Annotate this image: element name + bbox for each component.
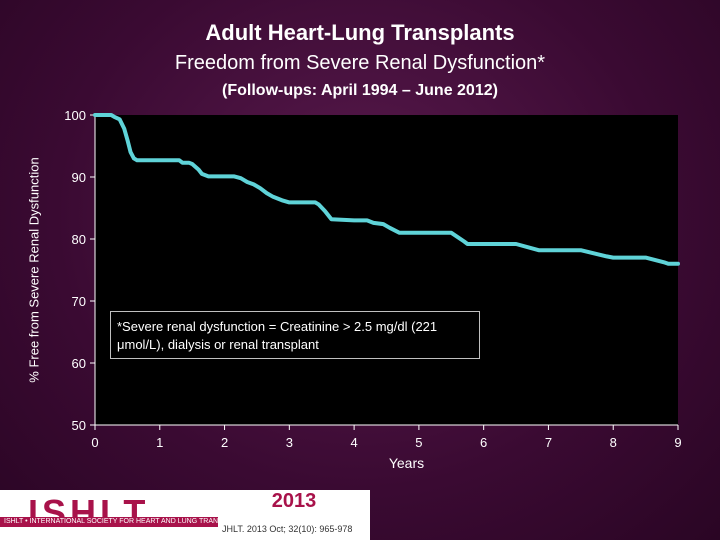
chart-subtitle: Freedom from Severe Renal Dysfunction* (174, 52, 546, 74)
year-box: 2013 JHLT. 2013 Oct; 32(10): 965-978 (218, 490, 370, 540)
x-tick-label: 4 (350, 435, 357, 450)
plot-area (95, 115, 678, 425)
ishlt-logo: ISHLT (0, 490, 218, 540)
logo-tagline: ISHLT • INTERNATIONAL SOCIETY FOR HEART … (0, 517, 370, 527)
x-tick-label: 5 (415, 435, 422, 450)
year-label: 2013 (271, 490, 317, 512)
x-tick-label: 2 (221, 435, 228, 450)
survival-curve-0 (93, 113, 680, 266)
y-tick-label: 90 (72, 170, 86, 185)
curve-layer (93, 113, 680, 266)
y-tick-label: 100 (64, 108, 86, 123)
x-tick-label: 8 (610, 435, 617, 450)
x-tick-label: 6 (480, 435, 487, 450)
y-tick-label: 50 (72, 418, 86, 433)
x-tick-label: 0 (91, 435, 98, 450)
y-tick-label: 80 (72, 232, 86, 247)
x-tick-label: 3 (286, 435, 293, 450)
chart-subtitle-dates: (Follow-ups: April 1994 – June 2012) (222, 82, 498, 99)
x-axis-label: Years (389, 455, 424, 471)
axes (90, 114, 679, 430)
x-tick-label: 7 (545, 435, 552, 450)
chart-title: Adult Heart-Lung Transplants (205, 20, 515, 45)
footnote-box: *Severe renal dysfunction = Creatinine >… (110, 311, 480, 359)
y-tick-label: 60 (72, 356, 86, 371)
tick-labels: 0 1 2 3 4 5 6 7 8 9 50 60 70 80 90 100 (64, 108, 681, 450)
x-tick-label: 1 (156, 435, 163, 450)
x-tick-label: 9 (674, 435, 681, 450)
logo-word: ISHLT (28, 492, 150, 533)
y-tick-label: 70 (72, 294, 86, 309)
citation: JHLT. 2013 Oct; 32(10): 965-978 (222, 524, 353, 534)
